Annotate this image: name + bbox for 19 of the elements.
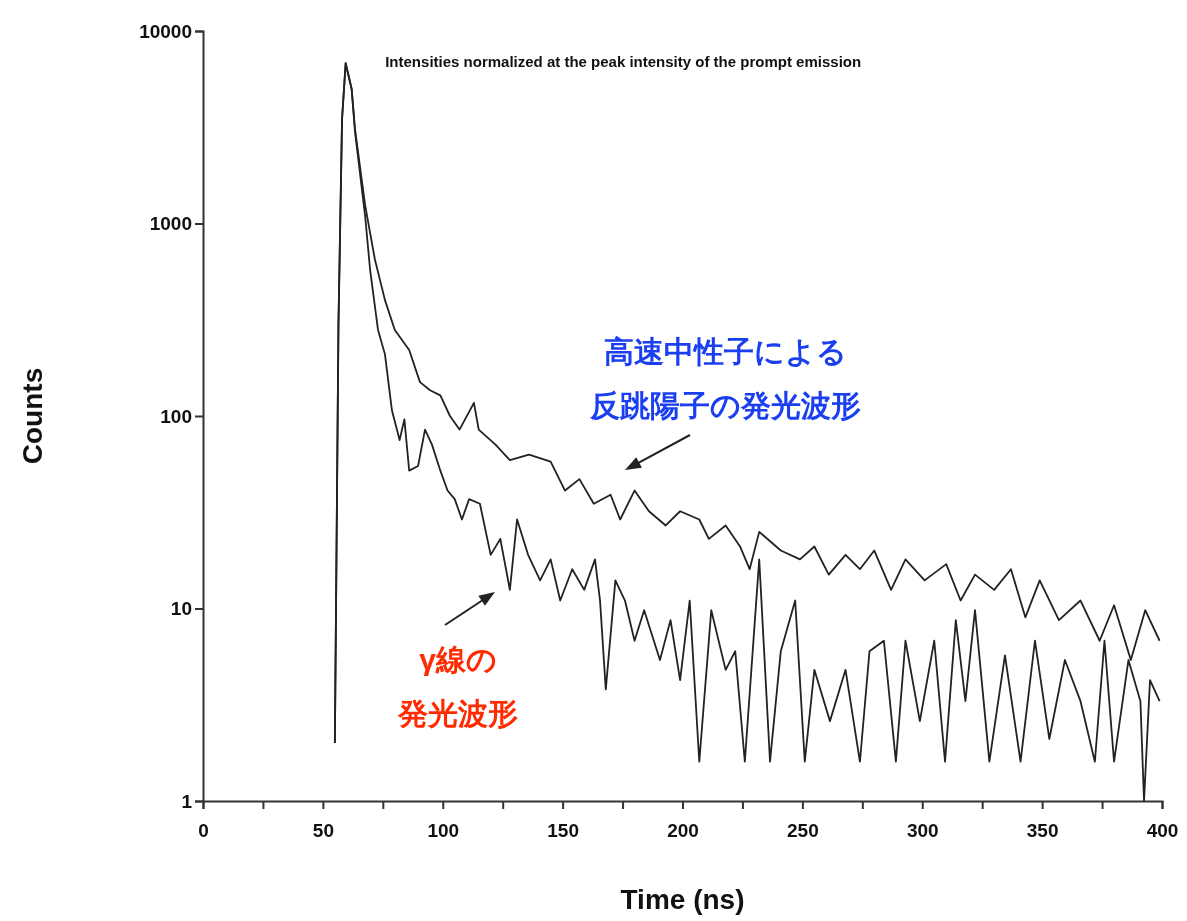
annotation: γ線の発光波形 (397, 643, 518, 730)
y-tick-label: 10000 (139, 20, 192, 42)
x-tick-label: 0 (198, 819, 209, 841)
y-axis-title: Counts (17, 367, 48, 465)
x-tick-label: 150 (547, 819, 579, 841)
y-tick-label: 10 (170, 598, 192, 620)
x-tick-label: 200 (667, 819, 699, 841)
annotation: Intensities normalized at the peak intensity of the prompt emission (385, 53, 862, 70)
x-tick-label: 350 (1026, 819, 1059, 841)
x-tick-label: 250 (787, 819, 819, 841)
y-tick-label: 100 (160, 405, 192, 427)
y-tick-label: 1000 (149, 213, 192, 235)
x-axis-title: Time (ns) (620, 884, 745, 915)
x-tick-label: 400 (1146, 819, 1179, 841)
x-tick-label: 50 (312, 819, 334, 841)
annotation: 高速中性子による反跳陽子の発光波形 (588, 335, 861, 422)
y-tick-label: 1 (181, 790, 193, 812)
x-tick-label: 300 (906, 819, 939, 841)
x-tick-label: 100 (427, 819, 460, 841)
